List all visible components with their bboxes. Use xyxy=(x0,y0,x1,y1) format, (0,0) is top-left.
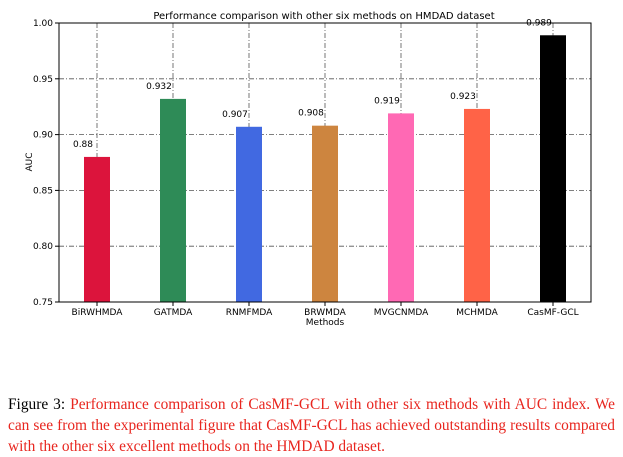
y-tick-label: 1.00 xyxy=(33,19,53,29)
bar-value-label: 0.919 xyxy=(374,96,400,106)
x-tick-label: RNMFMDA xyxy=(226,308,273,318)
bar-mvgcnmda xyxy=(388,113,414,302)
y-tick-label: 0.90 xyxy=(33,131,53,141)
y-tick-label: 0.95 xyxy=(33,75,53,85)
bar-chart: Performance comparison with other six me… xyxy=(25,11,592,328)
y-tick-label: 0.80 xyxy=(33,242,53,252)
x-tick-label: GATMDA xyxy=(154,308,193,318)
bar-value-label: 0.923 xyxy=(450,92,476,102)
y-tick-label: 0.85 xyxy=(33,186,53,196)
x-tick-label: BRWMDA xyxy=(304,308,346,318)
chart-title: Performance comparison with other six me… xyxy=(153,11,494,22)
bar-value-label: 0.932 xyxy=(146,82,172,92)
bar-mchmda xyxy=(464,108,490,302)
x-tick-label: MCHMDA xyxy=(456,308,498,318)
bar-value-label: 0.908 xyxy=(298,109,324,119)
bar-brwmda xyxy=(312,125,338,302)
x-tick-label: BiRWHMDA xyxy=(72,308,124,318)
y-axis-label: AUC xyxy=(25,152,35,171)
x-tick-label: MVGCNMDA xyxy=(374,308,429,318)
x-tick-label: CasMF-GCL xyxy=(527,308,578,318)
caption-text: Performance comparison of CasMF-GCL with… xyxy=(8,396,615,455)
bar-value-label: 0.88 xyxy=(73,140,93,150)
x-axis-label: Methods xyxy=(306,318,345,328)
bar-value-label: 0.907 xyxy=(222,110,248,120)
axis-layer: 0.75 0.80 0.85 0.90 0.95 1.00 BiRWHMDA GATMDA RN… xyxy=(33,19,579,318)
bar-casmf-gcl xyxy=(540,35,566,302)
y-tick-label: 0.75 xyxy=(33,298,53,308)
caption-label: Figure 3: xyxy=(8,396,66,413)
figure-caption: Figure 3: Performance comparison of CasM… xyxy=(8,394,615,457)
bar-gatmda xyxy=(160,98,186,302)
bar-layer xyxy=(84,35,566,303)
bar-rnmfmda xyxy=(236,126,262,303)
plot-frame xyxy=(58,22,592,303)
bar-birwhmda xyxy=(84,156,110,302)
